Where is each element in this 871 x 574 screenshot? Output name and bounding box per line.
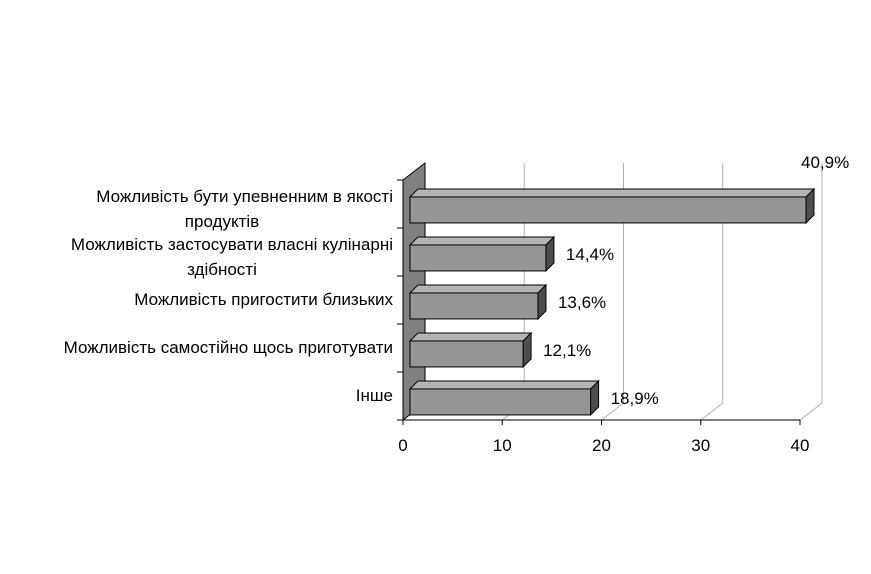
data-label: 12,1% xyxy=(543,341,591,360)
category-label: Можливість бути упевненним в якості xyxy=(96,187,393,206)
floor-gridline xyxy=(700,402,724,421)
data-label: 18,9% xyxy=(611,389,659,408)
bar xyxy=(409,292,539,320)
x-tick-label: 10 xyxy=(493,436,512,455)
category-label: Інше xyxy=(356,386,393,405)
bar xyxy=(409,196,807,224)
data-label: 14,4% xyxy=(566,245,614,264)
category-label: Можливість пригостити близьких xyxy=(134,290,393,309)
category-label: Можливість самостійно щось приготувати xyxy=(64,338,393,357)
category-label: Можливість застосувати власні кулінарні xyxy=(71,235,393,254)
x-tick-label: 20 xyxy=(592,436,611,455)
floor-gridline xyxy=(799,402,823,421)
bar-top xyxy=(408,380,600,390)
bar xyxy=(409,244,547,272)
bar-top xyxy=(408,332,533,342)
x-tick-label: 0 xyxy=(398,436,407,455)
data-label: 40,9% xyxy=(801,153,849,172)
x-tick-label: 40 xyxy=(791,436,810,455)
bar xyxy=(409,340,524,368)
bar-top xyxy=(408,188,816,198)
bar xyxy=(409,388,592,416)
bar-top xyxy=(408,236,556,246)
bar-top xyxy=(408,284,548,294)
category-label: продуктів xyxy=(185,212,259,231)
category-label: здібності xyxy=(187,260,257,279)
floor-gridline xyxy=(601,402,624,421)
data-label: 13,6% xyxy=(558,293,606,312)
x-tick-label: 30 xyxy=(691,436,710,455)
